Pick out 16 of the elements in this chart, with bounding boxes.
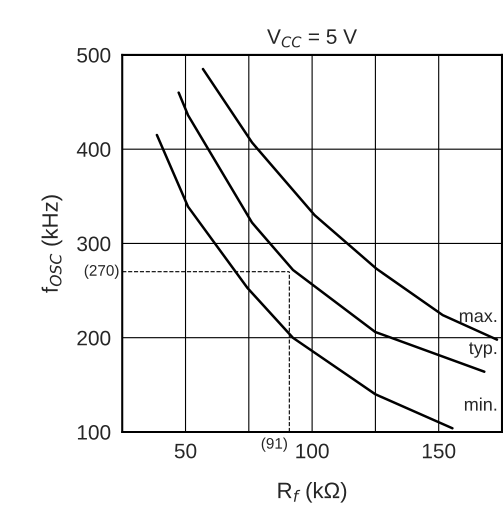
x-tick-label: 150 (422, 444, 456, 458)
x-tick-label: 100 (296, 444, 329, 458)
y-tick-label: 200 (77, 330, 110, 346)
y-tick-label: 500 (77, 48, 110, 63)
y-tick-label: 300 (77, 236, 110, 252)
ref-line-label: (270) (84, 264, 119, 279)
y-tick-label: 100 (78, 425, 110, 440)
series-label: max. (460, 312, 496, 322)
ref-line-label: (91) (262, 438, 287, 452)
series-label: min. (464, 398, 496, 411)
chart-title: V$_{CC}$ = 5 V (267, 29, 357, 48)
y-tick-label: 400 (76, 142, 110, 157)
series-label: typ. (469, 342, 496, 358)
y-axis-title: f$_{OSC}$ (kHz) (42, 195, 62, 293)
x-tick-label: 50 (174, 444, 196, 458)
x-axis-title: R$_{f}$ (kΩ) (278, 482, 346, 503)
